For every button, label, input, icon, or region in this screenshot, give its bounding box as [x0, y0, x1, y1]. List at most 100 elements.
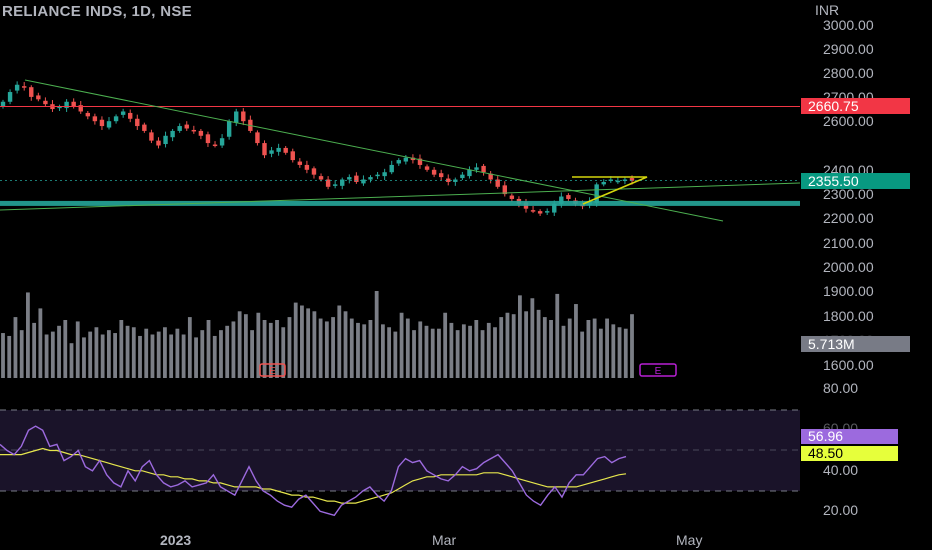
- volume-bars: [1, 291, 634, 378]
- volume-bar: [555, 293, 560, 378]
- volume-bar: [461, 324, 466, 378]
- volume-bar: [468, 325, 472, 378]
- volume-bar: [412, 330, 416, 378]
- candle-body: [467, 169, 472, 177]
- currency-label: INR: [815, 2, 839, 18]
- candle-body: [340, 179, 345, 186]
- candle-body: [368, 177, 373, 180]
- volume-bar: [393, 331, 398, 378]
- volume-bar: [225, 325, 230, 378]
- volume-bar: [94, 327, 99, 378]
- volume-bar: [206, 320, 211, 378]
- candle-body: [71, 101, 76, 107]
- volume-bar: [7, 335, 12, 378]
- volume-bar: [430, 328, 435, 378]
- rsi-lines: [0, 425, 627, 517]
- volume-bar: [437, 328, 441, 378]
- candle-body: [276, 147, 281, 152]
- candle-body: [304, 164, 310, 170]
- volume-bar: [474, 320, 479, 378]
- candle-body: [142, 124, 147, 131]
- volume-bar: [237, 311, 242, 378]
- candle-body: [29, 87, 34, 97]
- candle-body: [460, 174, 465, 179]
- rsi-value-text: 56.96: [808, 428, 843, 444]
- candle-body: [22, 86, 27, 88]
- price-tick: 1800.00: [823, 308, 874, 324]
- volume-bar: [424, 325, 429, 378]
- volume-bar: [262, 320, 267, 378]
- time-axis[interactable]: 2023 Mar May: [160, 532, 702, 548]
- candle-body: [318, 176, 324, 180]
- candle-body: [92, 116, 98, 122]
- volume-bar: [598, 328, 603, 378]
- rsi-band: [0, 410, 800, 491]
- rsi-ma-marker: 48.50: [801, 445, 898, 461]
- volume-bar: [380, 324, 385, 378]
- candle-body: [396, 160, 401, 164]
- candle-body: [481, 165, 486, 173]
- price-tick: 2100.00: [823, 235, 874, 251]
- volume-bar: [113, 333, 117, 378]
- earnings-marker-2[interactable]: E: [639, 363, 677, 377]
- volume-bar: [175, 328, 180, 378]
- volume-bar: [449, 322, 454, 378]
- candle-body: [488, 173, 493, 180]
- candle-body: [594, 184, 599, 203]
- price-tick: 2900.00: [823, 41, 874, 57]
- candle-body: [7, 92, 13, 102]
- volume-bar: [57, 325, 61, 378]
- volume-bar: [356, 322, 360, 378]
- volume-bar: [486, 322, 491, 378]
- volume-bar: [337, 305, 342, 378]
- volume-bar: [138, 335, 142, 378]
- support-band: [0, 200, 800, 206]
- volume-bar: [306, 308, 311, 378]
- price-tick: 1600.00: [823, 357, 874, 373]
- rsi-tick: 20.00: [823, 502, 858, 518]
- time-label: Mar: [432, 532, 456, 548]
- volume-bar: [362, 324, 367, 378]
- volume-bar: [505, 312, 510, 378]
- down-trendline: [24, 79, 724, 222]
- candle-body: [474, 167, 479, 170]
- candle-body: [234, 111, 239, 123]
- candle-body: [601, 181, 606, 185]
- candle-body: [163, 135, 168, 145]
- candle-body: [311, 168, 317, 175]
- volume-bar: [19, 330, 24, 378]
- candle-body: [149, 132, 154, 141]
- symbol-title[interactable]: RELIANCE INDS, 1D, NSE: [2, 3, 192, 20]
- candle-body: [36, 95, 41, 100]
- volume-bar: [499, 317, 504, 378]
- volume-bar: [318, 318, 323, 378]
- candle-body: [135, 118, 140, 127]
- volume-bar: [580, 331, 585, 378]
- candle-body: [64, 101, 69, 109]
- volume-bar: [524, 311, 529, 378]
- volume-bar: [443, 312, 448, 378]
- volume-bar: [243, 314, 248, 378]
- volume-bar: [287, 317, 292, 378]
- volume-bar: [50, 331, 55, 378]
- volume-bar: [169, 334, 174, 378]
- earnings-marker-1[interactable]: E: [259, 363, 286, 377]
- candle-body: [170, 130, 175, 138]
- candle-body: [198, 130, 204, 136]
- candle-body: [559, 196, 564, 204]
- volume-bar: [623, 328, 628, 378]
- volume-value-text: 5.713M: [808, 336, 855, 352]
- candle-body: [417, 158, 423, 165]
- rsi-tick: 80.00: [823, 380, 858, 396]
- candle-body: [424, 166, 430, 170]
- volume-bar: [549, 320, 553, 378]
- candle-body: [615, 180, 621, 183]
- volume-bar: [219, 330, 223, 378]
- volume-bar: [300, 305, 304, 378]
- rsi-value-marker: 56.96: [801, 428, 898, 444]
- volume-bar: [455, 330, 460, 378]
- volume-bar: [293, 302, 298, 378]
- candle-body: [290, 151, 295, 161]
- volume-bar: [106, 330, 111, 378]
